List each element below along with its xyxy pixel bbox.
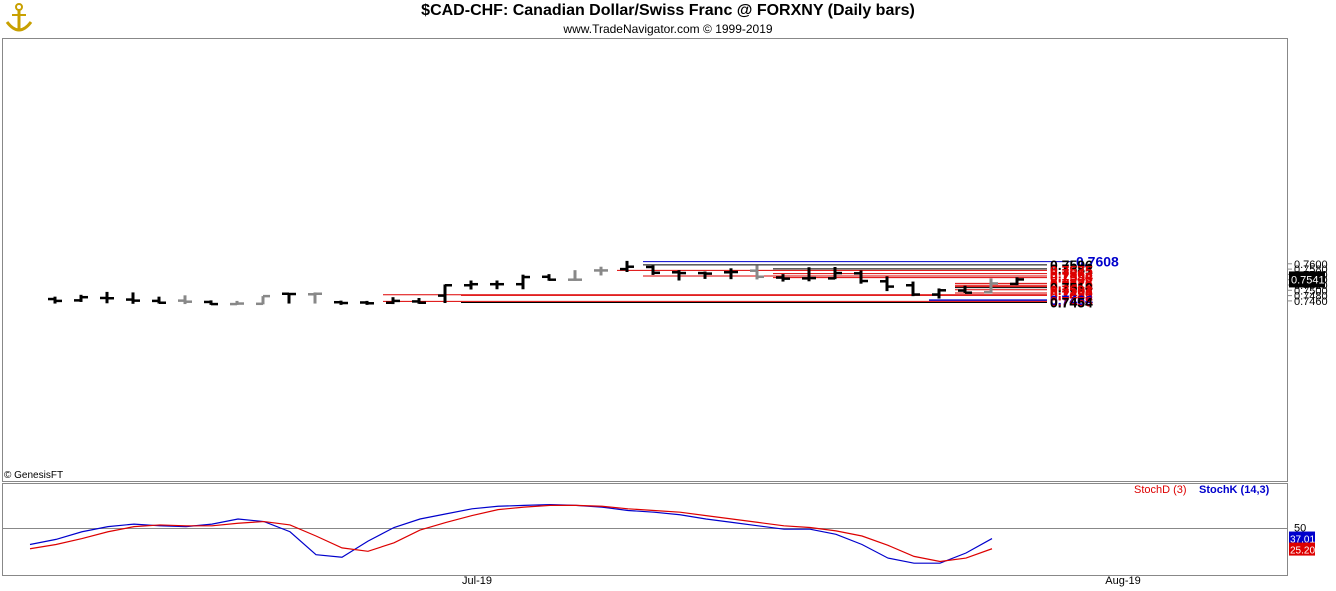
stoch-panel-frame (2, 483, 1288, 576)
level-lines: 0.76080.75960.75810.75750.75630.75540.75… (383, 254, 1119, 310)
overlay-labels: Jul-19 Aug-19 © GenesisFT (4, 470, 1141, 587)
level-label: 0.7514 (1050, 279, 1093, 295)
level-label: 0.7563 (1050, 266, 1093, 282)
level-label: 0.7454 (1050, 294, 1093, 310)
level-label: 0.7510 (1050, 280, 1093, 296)
price-axis: 0.74600.74800.75000.75200.75400.75600.75… (1287, 259, 1328, 308)
stoch-k-badge (1289, 531, 1315, 545)
level-label: 0.7464 (1050, 292, 1093, 308)
level-label: 0.7596 (1050, 257, 1093, 273)
price-panel-frame (2, 38, 1288, 482)
stoch-d-value: 25.20 (1290, 546, 1315, 557)
level-label: 0.7483 (1050, 287, 1093, 303)
stoch-tick-label: 50 (1294, 523, 1306, 535)
x-tick-label: Aug-19 (1105, 575, 1140, 587)
level-label: 0.7554 (1050, 268, 1093, 284)
level-label: 0.7526 (1050, 275, 1093, 291)
level-label: 0.7581 (1050, 261, 1093, 277)
level-label: 0.7502 (1050, 282, 1093, 298)
x-tick-label: Jul-19 (462, 575, 492, 587)
ohlc-bars (48, 260, 1024, 306)
stoch-legend-d: StochD (3) (1134, 484, 1187, 496)
anchor-logo-icon (4, 2, 34, 39)
stoch-series-line (29, 504, 993, 563)
stoch-legend-k: StochK (14,3) (1199, 484, 1270, 496)
price-tick-label: 0.7500 (1294, 285, 1328, 297)
price-tick-label: 0.7480 (1294, 291, 1328, 303)
level-label: 0.7548 (1050, 270, 1093, 286)
price-tick-label: 0.7460 (1294, 296, 1328, 308)
chart-title: $CAD-CHF: Canadian Dollar/Swiss Franc @ … (421, 2, 915, 19)
level-label: 0.7575 (1050, 262, 1093, 278)
stoch-k-value: 37.01 (1290, 535, 1315, 546)
watermark-text: © GenesisFT (4, 470, 63, 481)
price-tick-label: 0.7600 (1294, 259, 1328, 271)
level-label: 0.7481 (1050, 287, 1093, 303)
level-label: 0.7462 (1050, 292, 1093, 308)
panel-frames (2, 38, 1288, 576)
level-label: 0.7458 (1050, 293, 1093, 309)
level-label: 0.7519 (1050, 277, 1093, 293)
chart-subtitle: www.TradeNavigator.com © 1999-2019 (563, 22, 773, 36)
last-price-badge (1289, 271, 1325, 288)
level-label: 0.7608 (1076, 254, 1119, 270)
level-label: 0.7490 (1050, 285, 1093, 301)
last-price-label: 0.7541 (1291, 274, 1325, 286)
stoch-series-line (29, 503, 993, 564)
stoch-d-badge (1289, 542, 1315, 556)
